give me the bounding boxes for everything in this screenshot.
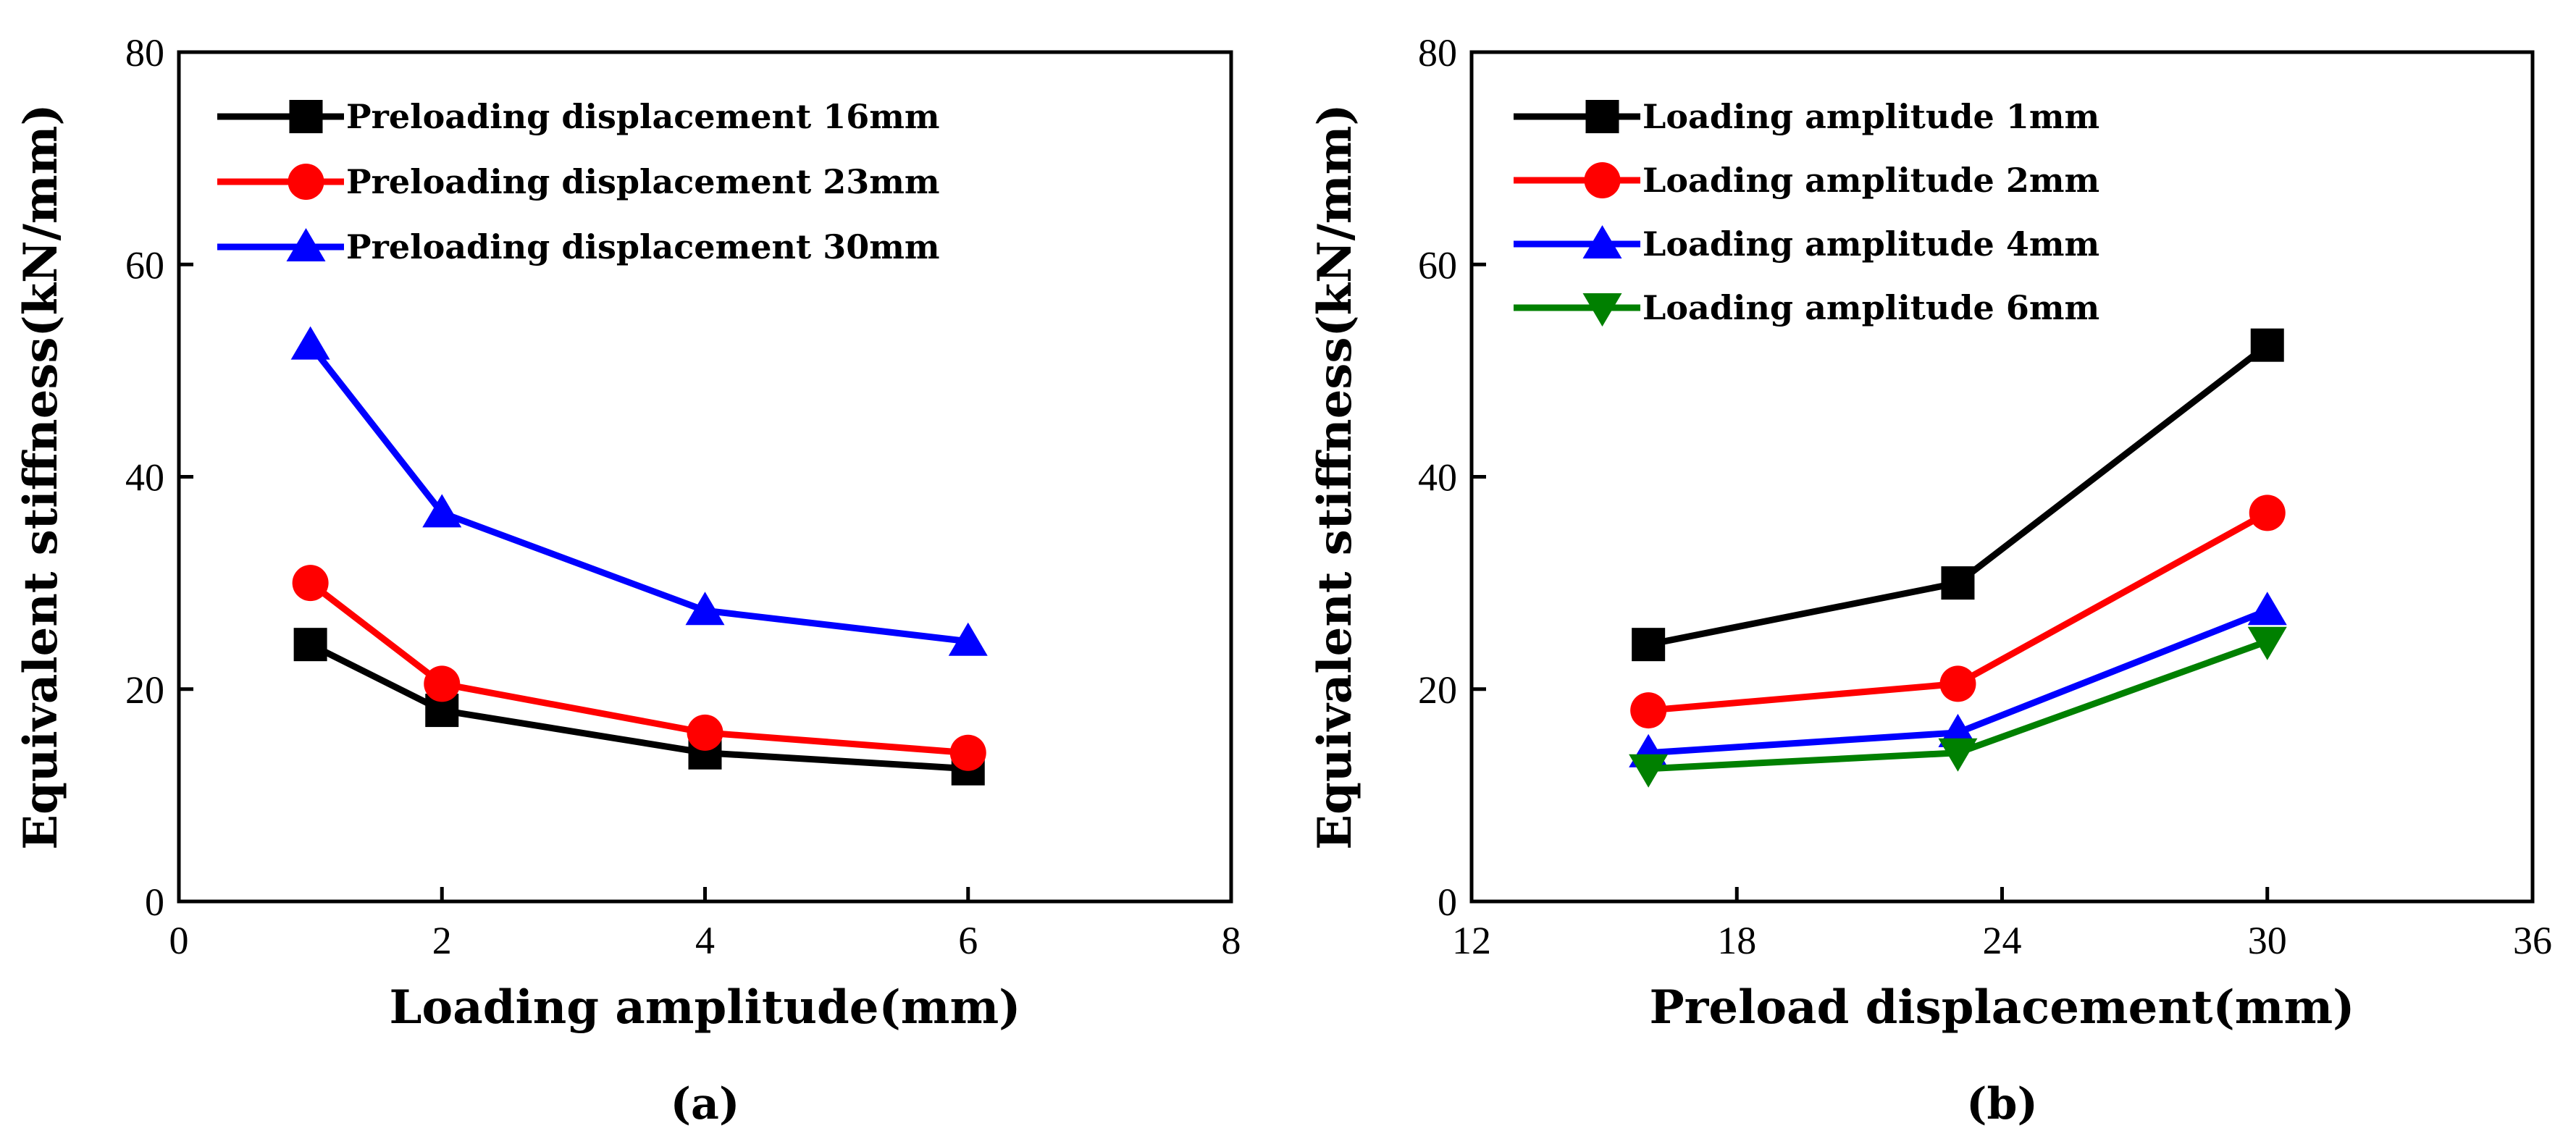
data-point bbox=[687, 714, 723, 751]
y-tick-label: 40 bbox=[125, 456, 164, 500]
data-point bbox=[948, 622, 988, 656]
series-line bbox=[308, 342, 969, 645]
x-tick-label: 8 bbox=[1222, 919, 1241, 962]
y-axis-title: Equivalent stiffness(kN/mm) bbox=[1308, 104, 1362, 849]
panel-label: (a) bbox=[671, 1079, 740, 1130]
data-point bbox=[1938, 738, 1978, 772]
series-line bbox=[309, 642, 969, 773]
series bbox=[292, 565, 986, 771]
legend-marker bbox=[1584, 162, 1621, 198]
data-point bbox=[424, 665, 461, 702]
x-tick-label: 2 bbox=[432, 919, 452, 962]
x-tick-label: 24 bbox=[1983, 919, 2022, 962]
data-point bbox=[2249, 495, 2286, 531]
legend-label: Preloading displacement 23mm bbox=[346, 162, 940, 201]
panel-b: 12 18 24 30 36 0 20 40 60 80 Preload displacement(… bbox=[1308, 31, 2552, 1130]
data-point bbox=[1939, 665, 1976, 702]
data-point bbox=[2247, 592, 2287, 626]
legend-label: Loading amplitude 2mm bbox=[1642, 161, 2099, 200]
legend: Preloading displacement 16mm Preloading d… bbox=[217, 97, 940, 266]
data-point bbox=[685, 592, 725, 626]
data-point bbox=[1629, 754, 1669, 788]
legend-marker bbox=[286, 228, 326, 261]
legend-label: Loading amplitude 1mm bbox=[1642, 97, 2099, 136]
y-tick-label: 40 bbox=[1418, 456, 1457, 500]
x-tick-label: 30 bbox=[2248, 919, 2287, 962]
panel-label: (b) bbox=[1966, 1079, 2038, 1130]
legend-marker bbox=[1585, 100, 1619, 133]
data-point bbox=[2250, 328, 2284, 362]
x-tick-label: 4 bbox=[695, 919, 715, 962]
series bbox=[1630, 495, 2286, 729]
y-tick-label: 80 bbox=[125, 31, 164, 75]
y-tick-label: 0 bbox=[145, 880, 164, 924]
data-point bbox=[290, 326, 330, 360]
legend-label: Preloading displacement 16mm bbox=[346, 97, 940, 136]
x-tick-label: 36 bbox=[2513, 919, 2552, 962]
x-tick-label: 0 bbox=[169, 919, 189, 962]
y-tick-label: 60 bbox=[125, 243, 164, 287]
series-line bbox=[308, 580, 969, 757]
legend-marker bbox=[1582, 225, 1622, 258]
y-tick-label: 20 bbox=[1418, 668, 1457, 712]
series-line bbox=[1648, 342, 2270, 648]
legend-label: Preloading displacement 30mm bbox=[346, 227, 940, 266]
data-point bbox=[1630, 692, 1667, 729]
legend-marker bbox=[288, 164, 324, 200]
y-tick-label: 60 bbox=[1418, 243, 1457, 287]
legend-label: Loading amplitude 6mm bbox=[1642, 288, 2099, 327]
y-axis-title: Equivalent stiffness(kN/mm) bbox=[14, 104, 68, 849]
y-tick-label: 20 bbox=[125, 668, 164, 712]
data-point bbox=[949, 734, 986, 771]
data-point bbox=[1632, 628, 1666, 662]
legend-label: Loading amplitude 4mm bbox=[1642, 224, 2099, 264]
series bbox=[290, 326, 988, 656]
x-tick-label: 12 bbox=[1452, 919, 1491, 962]
data-point bbox=[422, 494, 462, 528]
legend: Loading amplitude 1mm Loading amplitude 2… bbox=[1514, 97, 2099, 327]
legend-marker bbox=[1582, 293, 1622, 327]
y-tick-label: 0 bbox=[1438, 880, 1457, 924]
y-tick-label: 80 bbox=[1418, 31, 1457, 75]
legend-marker bbox=[289, 100, 323, 133]
data-point bbox=[293, 628, 327, 662]
x-tick-label: 6 bbox=[958, 919, 978, 962]
data-point bbox=[2247, 626, 2287, 660]
series bbox=[1629, 626, 2287, 788]
x-tick-label: 18 bbox=[1717, 919, 1756, 962]
data-point bbox=[292, 565, 329, 602]
x-axis-title: Preload displacement(mm) bbox=[1650, 980, 2355, 1035]
x-axis-title: Loading amplitude(mm) bbox=[390, 980, 1021, 1035]
series bbox=[1632, 328, 2284, 662]
data-point bbox=[1941, 566, 1975, 600]
